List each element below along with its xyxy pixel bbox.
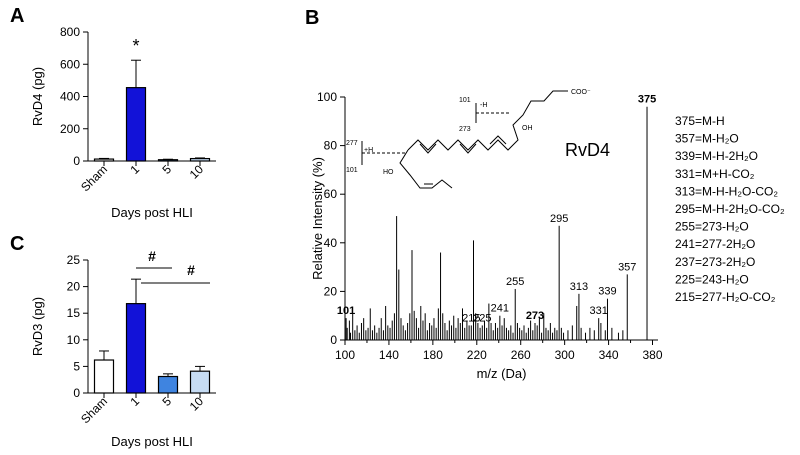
y-tick-label: 40 bbox=[324, 236, 338, 250]
fragment-annotation: 313=M-H-H₂O-CO₂ bbox=[675, 184, 778, 198]
fragment-annotation: 331=M+H-CO₂ bbox=[675, 167, 755, 181]
y-axis-title: Relative Intensity (%) bbox=[310, 157, 325, 280]
x-axis-title: Days post HLI bbox=[111, 205, 193, 220]
peak-label: 357 bbox=[618, 261, 636, 273]
x-axis-title: m/z (Da) bbox=[477, 366, 527, 381]
y-axis-title: RvD4 (pg) bbox=[30, 67, 45, 126]
y-tick-label: 0 bbox=[330, 333, 337, 347]
peak-label: 273 bbox=[526, 310, 544, 322]
hydroxyl-label: HO bbox=[383, 169, 394, 176]
double-bond bbox=[489, 135, 507, 145]
y-tick-label: 5 bbox=[73, 359, 80, 373]
y-tick-label: 60 bbox=[324, 187, 338, 201]
rvd4-bar-chart: 0 200 400 600 800 Sham 1 5 10 RvD4 (pg) Days post … bbox=[30, 25, 216, 220]
fragment-annotation: 255=273-H₂O bbox=[675, 220, 749, 234]
h-gain-label: +H bbox=[364, 147, 373, 154]
y-tick-label: 80 bbox=[324, 139, 338, 153]
ms-spectrum-chart: 0 20 40 60 80 100 100 140 180 220 260 300 340 380 Rela… bbox=[310, 90, 663, 381]
panel-label-b: B bbox=[305, 7, 319, 29]
rvd4-structure-diagram: -H +H 101 273 277 101 OH HO COO⁻ bbox=[346, 89, 591, 189]
double-bond bbox=[459, 143, 477, 154]
bar-Sham bbox=[93, 158, 115, 162]
double-bond bbox=[419, 143, 437, 154]
x-axis-title: Days post HLI bbox=[111, 434, 193, 449]
x-tick-label: 220 bbox=[467, 348, 487, 362]
bar-5 bbox=[157, 375, 179, 394]
fragment-annotation: 237=273-2H₂O bbox=[675, 255, 755, 269]
x-tick-label: 100 bbox=[335, 348, 355, 362]
tail-chain bbox=[399, 149, 453, 189]
x-tick-label: 140 bbox=[379, 348, 399, 362]
x-tick-label: 260 bbox=[511, 348, 531, 362]
fragment-annotation: 241=277-2H₂O bbox=[675, 237, 755, 251]
fragment-annotations: 375=M-H 357=M-H₂O 339=M-H-2H₂O 331=M+H-CO₂ 3… bbox=[675, 114, 785, 304]
fragment-101-label: 101 bbox=[346, 167, 358, 174]
bar-1 bbox=[125, 303, 147, 394]
bar-5 bbox=[157, 159, 179, 162]
panel-label-c: C bbox=[10, 233, 24, 255]
peak-label: 215 bbox=[462, 312, 480, 324]
hydroxyl-label: OH bbox=[522, 125, 533, 132]
panel-label-a: A bbox=[10, 5, 24, 27]
carbon-chain bbox=[407, 90, 568, 151]
y-tick-label: 100 bbox=[317, 90, 337, 104]
y-tick-label: 20 bbox=[67, 280, 81, 294]
fragment-annotation: 215=277-H₂O-CO₂ bbox=[675, 290, 776, 304]
peak-label: 225 bbox=[473, 312, 491, 324]
fragment-annotation: 295=M-H-2H₂O-CO₂ bbox=[675, 202, 785, 216]
fragment-277-label: 277 bbox=[346, 140, 358, 147]
bar-10 bbox=[189, 370, 211, 394]
y-axis-title: RvD3 (pg) bbox=[30, 297, 45, 356]
peak-label: 313 bbox=[570, 281, 588, 293]
x-tick-label: 10 bbox=[187, 162, 207, 182]
y-tick-label: 0 bbox=[73, 154, 80, 168]
y-tick-label: 800 bbox=[60, 25, 80, 39]
h-loss-label: -H bbox=[480, 102, 487, 109]
x-tick-label: 5 bbox=[159, 394, 174, 409]
compound-name: RvD4 bbox=[565, 140, 610, 160]
peak-label: 241 bbox=[491, 303, 509, 315]
fragment-annotation: 357=M-H₂O bbox=[675, 132, 739, 146]
x-tick-label: 1 bbox=[127, 394, 142, 409]
carboxylate-label: COO⁻ bbox=[571, 89, 591, 96]
x-tick-label: 10 bbox=[187, 394, 207, 414]
fragment-annotation: 375=M-H bbox=[675, 114, 725, 128]
peak-label: 295 bbox=[550, 213, 568, 225]
fragment-annotation: 225=243-H₂O bbox=[675, 272, 749, 286]
fragment-273-label: 273 bbox=[459, 126, 471, 133]
y-tick-label: 200 bbox=[60, 122, 80, 136]
peak-label: 339 bbox=[598, 286, 616, 298]
x-tick-label: 180 bbox=[423, 348, 443, 362]
bar-1 bbox=[125, 87, 147, 162]
bar-10 bbox=[189, 157, 211, 162]
bar-Sham bbox=[93, 359, 115, 394]
y-tick-label: 25 bbox=[67, 253, 81, 267]
x-tick-label: 340 bbox=[599, 348, 619, 362]
y-tick-label: 400 bbox=[60, 90, 80, 104]
y-tick-label: 600 bbox=[60, 57, 80, 71]
peak-label: 375 bbox=[638, 94, 656, 106]
y-tick-label: 0 bbox=[73, 386, 80, 400]
x-tick-label: 380 bbox=[642, 348, 662, 362]
y-tick-label: 10 bbox=[67, 333, 81, 347]
fragment-101-label: 101 bbox=[459, 97, 471, 104]
x-tick-label: Sham bbox=[78, 394, 110, 426]
significance-mark: # bbox=[148, 248, 156, 264]
peak-label: 255 bbox=[506, 276, 524, 288]
significance-star: * bbox=[132, 36, 139, 56]
fragment-annotation: 339=M-H-2H₂O bbox=[675, 149, 758, 163]
peak-label: 331 bbox=[590, 305, 608, 317]
x-tick-label: 1 bbox=[127, 162, 142, 177]
y-tick-label: 20 bbox=[324, 284, 338, 298]
y-tick-label: 15 bbox=[67, 306, 81, 320]
x-tick-label: Sham bbox=[78, 162, 110, 194]
significance-mark: # bbox=[187, 262, 195, 278]
x-tick-label: 5 bbox=[159, 162, 174, 177]
x-tick-label: 300 bbox=[555, 348, 575, 362]
peak-label: 101 bbox=[337, 305, 355, 317]
